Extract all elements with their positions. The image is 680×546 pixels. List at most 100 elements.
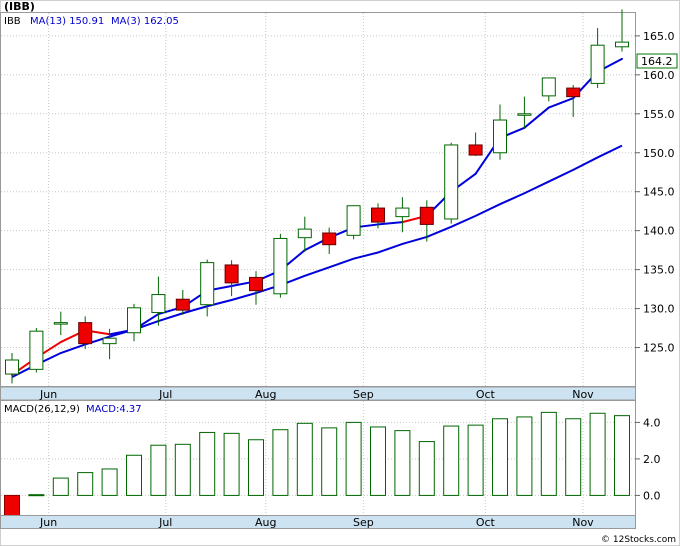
candle: [493, 104, 507, 160]
macd-bar: [272, 429, 289, 496]
macd-bar: [28, 494, 45, 497]
macd-bar: [443, 425, 460, 496]
macd-panel: 0.0 2.0 4.0 MACD(26,12,9) MACD:4.37: [0, 400, 661, 516]
candle: [444, 142, 459, 224]
candle-body: [493, 119, 507, 154]
month-label: Nov: [572, 388, 594, 401]
price-y-tick-label: 155.0: [643, 108, 675, 121]
candle-body: [566, 87, 581, 98]
candle: [468, 132, 483, 156]
last-price-box: [636, 53, 678, 69]
price-y-tick-label: 165.0: [643, 30, 675, 43]
month-label: Oct: [476, 388, 496, 401]
month-label: Aug: [255, 388, 276, 401]
candle-body: [102, 337, 117, 345]
candle-body: [53, 322, 68, 325]
macd-plot-area: [0, 400, 636, 516]
month-label: Jul: [158, 516, 172, 529]
macd-bar: [199, 431, 216, 496]
candle: [371, 203, 385, 229]
candle: [224, 260, 239, 297]
candle: [151, 276, 166, 326]
candle-body: [249, 276, 263, 292]
candle-body: [346, 205, 361, 236]
month-label: Aug: [255, 516, 276, 529]
candle-body: [419, 206, 434, 225]
month-label: Jun: [39, 516, 57, 529]
month-label: Jun: [39, 388, 57, 401]
macd-bar: [101, 468, 118, 496]
candle: [419, 200, 434, 242]
macd-bar: [126, 454, 142, 496]
candle: [200, 259, 215, 317]
price-x-tick-labels: Jun Jul Aug Sep Oct Nov: [39, 388, 594, 401]
price-y-tick-label: 150.0: [643, 147, 675, 160]
candle-body: [517, 113, 532, 116]
macd-bar: [565, 418, 582, 496]
candle-body: [541, 77, 556, 97]
macd-bar: [467, 424, 484, 496]
price-panel: 125.0 130.0 135.0 140.0 145.0 150.0 155.0 160.0…: [0, 0, 678, 387]
macd-bar: [77, 472, 94, 496]
last-price-label: 164.2: [641, 55, 673, 68]
price-y-tick-labels: 125.0 130.0 135.0 140.0 145.0 150.0 155.0 160.0…: [635, 30, 675, 355]
candle-body: [468, 144, 483, 156]
macd-bar: [589, 412, 606, 496]
candle: [566, 84, 581, 117]
candle: [175, 289, 190, 315]
macd-bar: [492, 418, 508, 496]
legend-ma3: MA(3) 162.05: [111, 16, 179, 27]
candle-body: [78, 322, 93, 345]
macd-y-tick-label: 2.0: [643, 453, 661, 466]
month-label: Oct: [476, 516, 496, 529]
macd-bar: [516, 416, 533, 496]
price-y-tick-label: 130.0: [643, 303, 675, 316]
candle-body: [395, 207, 410, 218]
month-label: Jul: [158, 388, 172, 401]
macd-x-tick-labels: Jun Jul Aug Sep Oct Nov: [39, 516, 594, 529]
price-y-tick-label: 160.0: [643, 69, 675, 82]
candle: [615, 9, 629, 52]
candle: [541, 77, 556, 102]
macd-legend: MACD:4.37: [86, 404, 142, 415]
month-label: Nov: [572, 516, 594, 529]
price-y-tick-label: 135.0: [643, 264, 675, 277]
candle-body: [127, 307, 141, 334]
month-label: Sep: [353, 388, 374, 401]
candle-body: [371, 207, 385, 223]
macd-bars: [4, 411, 630, 516]
candle: [517, 96, 532, 129]
price-grid: [1, 13, 635, 386]
macd-bar: [370, 426, 386, 496]
price-x-axis-band: [0, 386, 636, 401]
macd-bar: [52, 477, 69, 496]
candle: [395, 197, 410, 233]
candle-body: [615, 41, 629, 48]
candle: [127, 303, 141, 342]
candle-body: [5, 359, 19, 375]
price-y-tick-label: 125.0: [643, 342, 675, 355]
price-y-tick-label: 140.0: [643, 225, 675, 238]
candle: [102, 328, 117, 360]
candle-body: [273, 237, 288, 295]
candle-body: [200, 262, 215, 306]
candle-body: [444, 144, 459, 220]
macd-x-axis-band: [0, 515, 636, 529]
candle-body: [224, 264, 239, 284]
candle-body: [29, 330, 44, 370]
symbol-label: IBB: [4, 16, 21, 27]
candle: [78, 316, 93, 350]
ma13-line: [11, 144, 623, 379]
macd-bar: [4, 494, 20, 516]
macd-bar: [345, 421, 362, 496]
candle: [5, 352, 19, 384]
candle: [53, 311, 68, 336]
macd-bar: [540, 411, 557, 496]
macd-bar: [321, 427, 338, 496]
candle: [297, 216, 312, 252]
macd-bar: [394, 430, 411, 496]
macd-title: MACD(26,12,9): [4, 404, 80, 415]
legend-ma13: MA(13) 150.91: [30, 16, 104, 27]
candle: [346, 205, 361, 240]
